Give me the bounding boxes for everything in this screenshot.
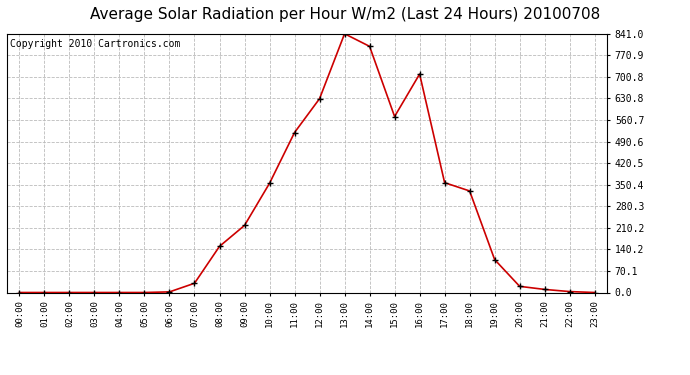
Text: Copyright 2010 Cartronics.com: Copyright 2010 Cartronics.com xyxy=(10,39,180,49)
Text: Average Solar Radiation per Hour W/m2 (Last 24 Hours) 20100708: Average Solar Radiation per Hour W/m2 (L… xyxy=(90,8,600,22)
